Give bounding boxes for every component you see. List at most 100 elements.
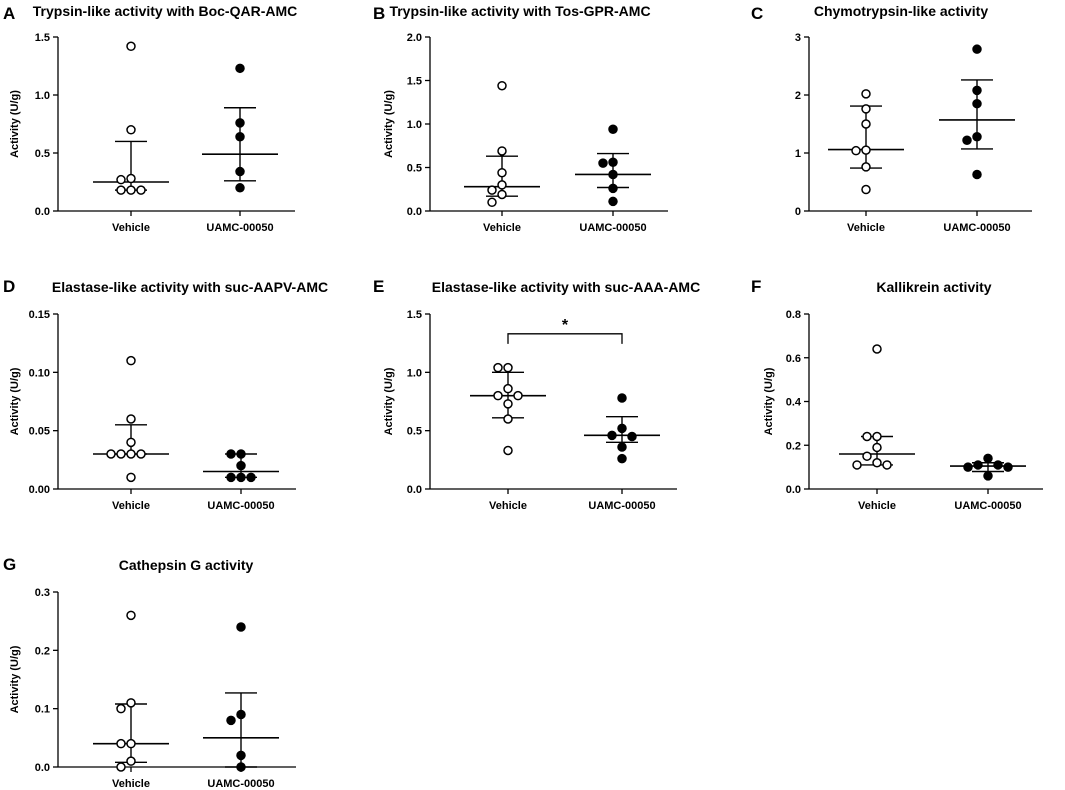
- data-point: [136, 449, 146, 459]
- panel-letter: E: [373, 277, 384, 296]
- data-point: [116, 449, 126, 459]
- data-point: [608, 183, 618, 194]
- data-point: [963, 462, 973, 472]
- y-tick-label: 0.00: [29, 484, 50, 496]
- data-point: [983, 471, 993, 481]
- data-point: [627, 431, 637, 442]
- data-point: [617, 393, 627, 403]
- data-point: [962, 135, 972, 145]
- data-point: [126, 449, 136, 459]
- y-tick-label: 0.0: [786, 484, 801, 496]
- data-point: [973, 460, 983, 470]
- data-point: [126, 355, 136, 366]
- data-point: [235, 118, 245, 128]
- panel-letter: C: [751, 4, 763, 23]
- data-point: [993, 460, 1003, 470]
- y-axis-label: Activity (U/g): [9, 645, 21, 713]
- data-point: [972, 44, 982, 54]
- data-point: [126, 41, 136, 52]
- y-tick-label: 0.10: [29, 367, 50, 379]
- data-point: [126, 173, 136, 184]
- data-point: [503, 445, 513, 456]
- series-vehicle: [464, 80, 540, 208]
- data-point: [487, 197, 497, 208]
- data-point: [116, 703, 126, 714]
- data-point: [861, 145, 871, 155]
- data-point: [226, 472, 236, 483]
- panel-b: B Trypsin-like activity with Tos-GPR-AMC A…: [373, 3, 668, 234]
- panel-title: Cathepsin G activity: [119, 557, 254, 573]
- data-point: [513, 390, 523, 401]
- x-category-label: Vehicle: [489, 500, 527, 512]
- data-point: [235, 132, 245, 142]
- data-point: [983, 453, 993, 464]
- panel-a: A Trypsin-like activity with Boc-QAR-AMC A…: [3, 3, 297, 234]
- significance-star: *: [562, 317, 569, 334]
- panel-letter: D: [3, 277, 15, 296]
- data-point: [116, 174, 126, 185]
- y-tick-label: 1.5: [407, 309, 422, 321]
- y-tick-label: 0.2: [35, 645, 50, 657]
- y-axis-label: Activity (U/g): [9, 367, 21, 435]
- series-vehicle: [839, 344, 915, 470]
- data-point: [497, 80, 507, 91]
- y-tick-label: 1.0: [35, 90, 50, 102]
- data-point: [497, 189, 507, 200]
- panel-e: E Elastase-like activity with suc-AAA-AMC…: [373, 277, 700, 512]
- data-point: [126, 738, 136, 749]
- x-category-label: UAMC-00050: [588, 500, 655, 512]
- data-point: [236, 449, 246, 459]
- y-tick-label: 0.0: [407, 484, 422, 496]
- y-tick-label: 2.0: [407, 32, 422, 44]
- y-tick-label: 0: [795, 206, 801, 218]
- y-tick-label: 1.0: [407, 367, 422, 379]
- data-point: [126, 472, 136, 483]
- data-point: [126, 185, 136, 195]
- data-point: [503, 414, 513, 424]
- x-category-label: Vehicle: [483, 222, 521, 234]
- data-point: [872, 442, 882, 453]
- y-tick-label: 0.0: [35, 762, 50, 774]
- x-category-label: UAMC-00050: [579, 222, 646, 234]
- data-point: [872, 344, 882, 354]
- data-point: [126, 125, 136, 135]
- y-tick-label: 0.5: [407, 163, 422, 175]
- series-uamc-00050: [950, 453, 1026, 481]
- data-point: [497, 146, 507, 156]
- data-point: [862, 431, 872, 442]
- y-tick-label: 0.5: [407, 426, 422, 438]
- data-point: [608, 169, 618, 180]
- data-point: [106, 449, 116, 459]
- data-point: [493, 362, 503, 373]
- data-point: [126, 610, 136, 621]
- data-point: [607, 430, 617, 441]
- series-vehicle: [93, 355, 169, 483]
- x-category-label: UAMC-00050: [954, 500, 1021, 512]
- y-tick-label: 0.6: [786, 353, 801, 365]
- data-point: [503, 383, 513, 394]
- data-point: [246, 472, 256, 483]
- y-tick-label: 0.15: [29, 309, 50, 321]
- panel-letter: B: [373, 4, 385, 23]
- y-tick-label: 1: [795, 148, 801, 160]
- series-uamc-00050: [202, 63, 278, 193]
- data-point: [972, 169, 982, 180]
- data-point: [598, 158, 608, 168]
- y-tick-label: 0.3: [35, 587, 50, 599]
- data-point: [126, 756, 136, 766]
- data-point: [852, 460, 862, 470]
- panel-title: Elastase-like activity with suc-AAPV-AMC: [52, 279, 328, 295]
- y-tick-label: 1.5: [407, 76, 422, 88]
- data-point: [235, 63, 245, 74]
- y-tick-label: 0.0: [407, 206, 422, 218]
- x-category-label: UAMC-00050: [207, 500, 274, 512]
- data-point: [861, 162, 871, 172]
- y-tick-label: 2: [795, 90, 801, 102]
- data-point: [608, 124, 618, 134]
- data-point: [116, 738, 126, 749]
- y-axis-label: Activity (U/g): [9, 90, 21, 158]
- series-uamc-00050: [575, 124, 651, 207]
- panel-d: D Elastase-like activity with suc-AAPV-AM…: [3, 277, 328, 512]
- data-point: [226, 715, 236, 726]
